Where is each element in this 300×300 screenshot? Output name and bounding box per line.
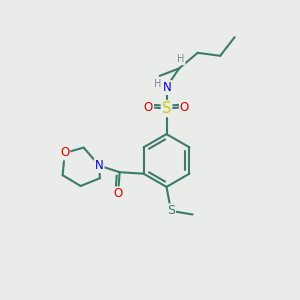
Text: H: H (177, 54, 184, 64)
Text: O: O (113, 187, 123, 200)
Text: O: O (144, 100, 153, 114)
Text: H: H (154, 79, 162, 89)
Text: N: N (163, 81, 172, 94)
Text: O: O (60, 146, 69, 160)
Text: O: O (180, 100, 189, 114)
Text: N: N (95, 159, 103, 172)
Text: S: S (167, 204, 175, 218)
Text: S: S (162, 101, 171, 116)
